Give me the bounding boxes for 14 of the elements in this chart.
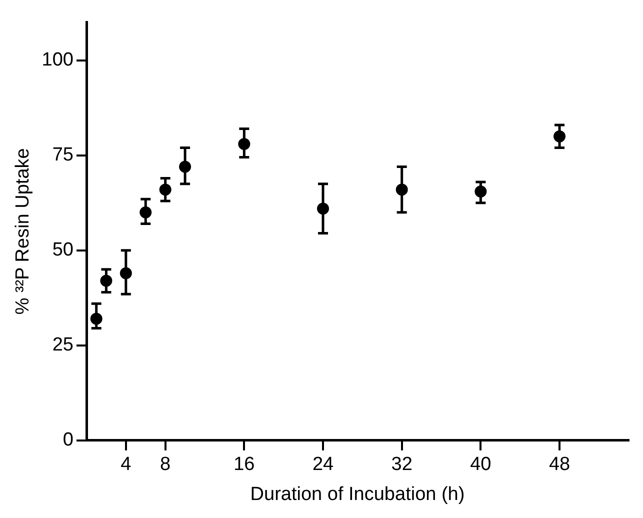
x-axis-title: Duration of Incubation (h) — [250, 484, 465, 505]
y-tick-label: 100 — [42, 50, 74, 71]
x-tick-label: 40 — [470, 454, 492, 476]
x-tick-label: 24 — [312, 454, 334, 476]
x-tick-label: 32 — [391, 454, 412, 476]
y-axis-title: % ³²P Resin Uptake — [12, 148, 34, 315]
x-tick-label: 8 — [160, 454, 171, 476]
y-tick-label: 0 — [62, 430, 74, 451]
x-tick-label: 48 — [548, 454, 570, 476]
x-tick-label: 16 — [234, 454, 255, 476]
y-tick-label: 25 — [52, 334, 74, 356]
x-tick-label: 4 — [120, 454, 132, 476]
y-tick-label: 75 — [52, 144, 74, 166]
y-tick-label: 50 — [52, 240, 74, 261]
